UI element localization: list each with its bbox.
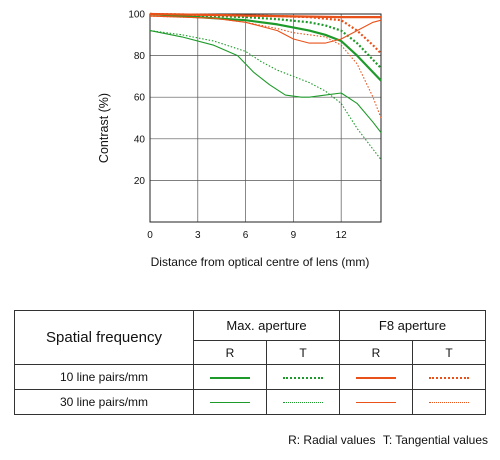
series-line-3: [149, 30, 382, 160]
legend-sub-r: R: [339, 340, 413, 365]
legend-row-30lp: 30 line pairs/mm: [14, 389, 194, 415]
legend-table: Spatial frequency Max. aperture F8 apert…: [14, 310, 486, 415]
legend-group-f8-aperture: F8 aperture: [339, 310, 486, 341]
y-tick-label: 40: [134, 134, 146, 145]
swatch-line: [356, 402, 396, 404]
series-line-6: [149, 15, 382, 44]
swatch-line: [356, 376, 396, 379]
series-line-2: [149, 30, 382, 133]
y-tick-label: 20: [134, 176, 146, 187]
swatch-line: [283, 376, 323, 379]
y-tick-label: 100: [128, 10, 145, 21]
mtf-chart: 20 40 60 80 100 0 3 6 9 12 Contrast (%) Distance…: [97, 10, 382, 269]
legend-swatch-f8-t30: [412, 389, 486, 415]
series-line-7: [149, 15, 382, 119]
x-tick-label: 3: [195, 230, 201, 241]
x-tick-label: 6: [243, 230, 249, 241]
swatch-line: [210, 402, 250, 404]
legend-swatch-f8-t10: [412, 364, 486, 390]
swatch-line: [429, 402, 469, 404]
footnote: R: Radial values T: Tangential values: [284, 433, 488, 447]
y-tick-labels: 20 40 60 80 100: [128, 10, 145, 187]
legend-row-10lp: 10 line pairs/mm: [14, 364, 194, 390]
legend-sub-r: R: [193, 340, 267, 365]
swatch-line: [283, 402, 323, 404]
legend-swatch-max-r10: [193, 364, 267, 390]
x-tick-labels: 0 3 6 9 12: [147, 230, 347, 241]
legend-sub-t: T: [412, 340, 486, 365]
footnote-radial: R: Radial values: [288, 433, 376, 447]
legend-swatch-max-t30: [266, 389, 340, 415]
swatch-line: [210, 376, 250, 379]
series-line-5: [149, 12, 382, 55]
legend-swatch-f8-r30: [339, 389, 413, 415]
legend-swatch-max-r30: [193, 389, 267, 415]
y-tick-label: 80: [134, 51, 146, 62]
x-tick-label: 9: [291, 230, 297, 241]
legend-swatch-max-t10: [266, 364, 340, 390]
y-axis-title: Contrast (%): [97, 93, 111, 163]
legend-sub-t: T: [266, 340, 340, 365]
x-tick-label: 12: [336, 230, 348, 241]
legend-swatch-f8-r10: [339, 364, 413, 390]
x-tick-label: 0: [147, 230, 153, 241]
x-axis-title: Distance from optical centre of lens (mm…: [151, 255, 370, 269]
swatch-line: [429, 376, 469, 379]
footnote-tangential: T: Tangential values: [382, 433, 488, 447]
legend-header-spatial-frequency: Spatial frequency: [14, 310, 194, 365]
chart-series: [149, 12, 382, 160]
legend-group-max-aperture: Max. aperture: [193, 310, 340, 341]
y-tick-label: 60: [134, 93, 146, 104]
